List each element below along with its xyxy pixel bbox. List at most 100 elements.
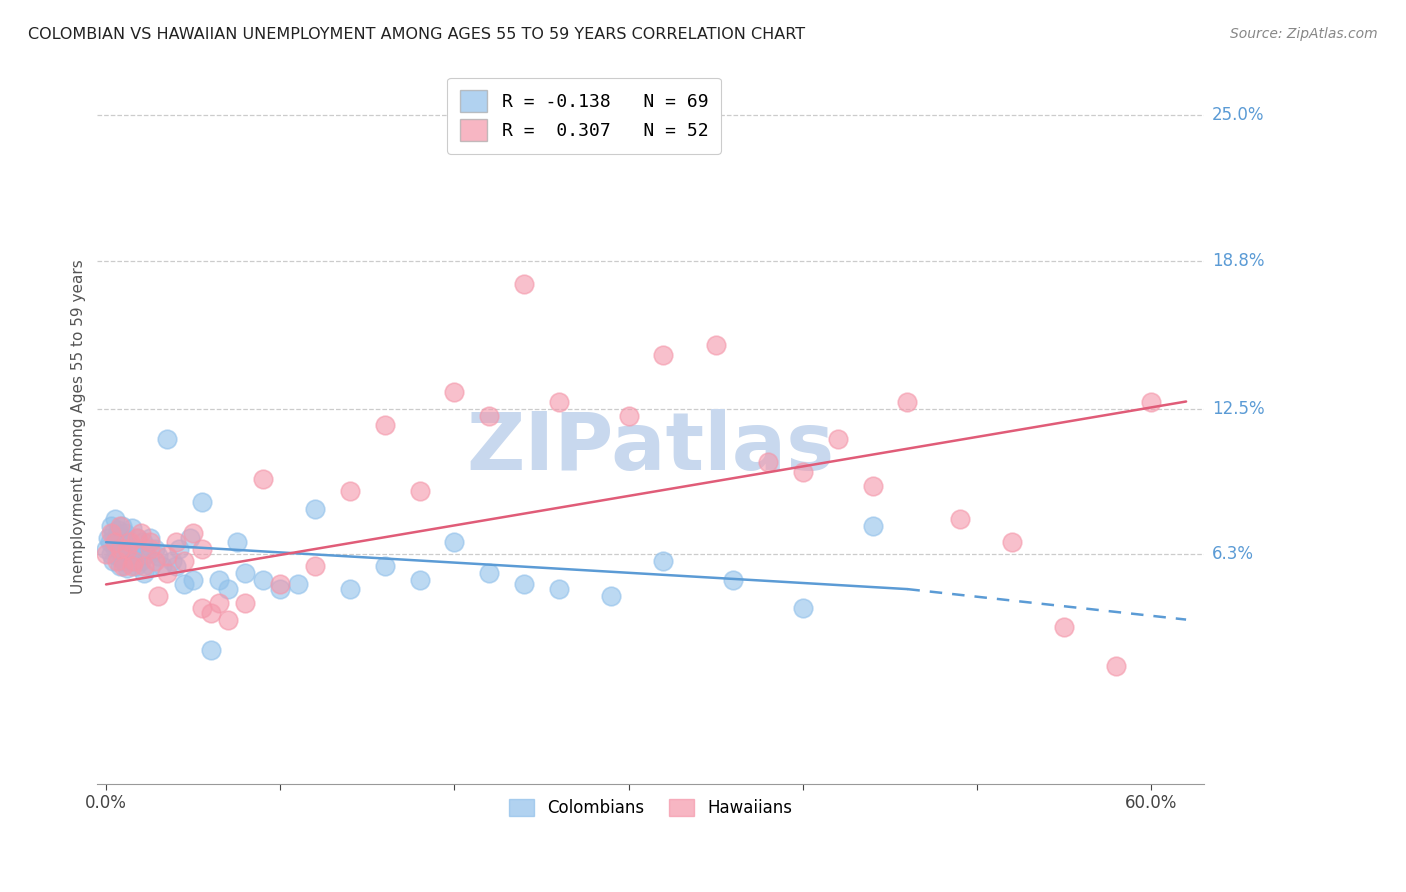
Point <box>756 455 779 469</box>
Point <box>208 573 231 587</box>
Point <box>134 558 156 573</box>
Point <box>548 394 571 409</box>
Point <box>173 577 195 591</box>
Point <box>104 542 127 557</box>
Point <box>408 483 430 498</box>
Point <box>181 525 204 540</box>
Point <box>443 385 465 400</box>
Point <box>108 558 131 573</box>
Point <box>94 547 117 561</box>
Point <box>167 542 190 557</box>
Point <box>121 521 143 535</box>
Point <box>101 554 124 568</box>
Point <box>191 542 214 557</box>
Point <box>443 535 465 549</box>
Point <box>104 512 127 526</box>
Point <box>141 558 163 573</box>
Point <box>114 525 136 540</box>
Point <box>548 582 571 596</box>
Legend: Colombians, Hawaiians: Colombians, Hawaiians <box>501 790 800 825</box>
Point <box>143 554 166 568</box>
Point <box>108 533 131 547</box>
Point <box>129 554 152 568</box>
Point <box>97 531 120 545</box>
Point <box>100 547 122 561</box>
Text: 18.8%: 18.8% <box>1212 252 1264 269</box>
Point <box>225 535 247 549</box>
Point <box>173 554 195 568</box>
Point <box>108 542 131 557</box>
Point <box>112 554 135 568</box>
Point <box>148 589 170 603</box>
Point <box>138 542 160 557</box>
Point <box>862 518 884 533</box>
Point <box>287 577 309 591</box>
Point <box>792 600 814 615</box>
Point <box>896 394 918 409</box>
Point <box>115 561 138 575</box>
Point <box>115 542 138 557</box>
Point <box>269 577 291 591</box>
Point <box>129 525 152 540</box>
Point <box>112 531 135 545</box>
Point <box>127 531 149 545</box>
Point <box>100 525 122 540</box>
Point <box>112 558 135 573</box>
Point <box>121 554 143 568</box>
Point <box>128 544 150 558</box>
Point <box>339 483 361 498</box>
Point <box>208 596 231 610</box>
Text: ZIPatlas: ZIPatlas <box>467 409 835 486</box>
Point <box>108 518 131 533</box>
Point <box>101 525 124 540</box>
Point <box>374 417 396 432</box>
Point <box>138 535 160 549</box>
Point <box>617 409 640 423</box>
Point <box>217 582 239 596</box>
Point <box>269 582 291 596</box>
Point <box>94 542 117 557</box>
Point <box>131 535 153 549</box>
Text: 25.0%: 25.0% <box>1212 106 1264 124</box>
Point <box>127 531 149 545</box>
Point <box>105 554 128 568</box>
Point <box>513 277 536 292</box>
Point <box>862 479 884 493</box>
Point <box>1053 619 1076 633</box>
Point <box>156 432 179 446</box>
Point <box>1105 659 1128 673</box>
Point <box>374 558 396 573</box>
Point <box>181 573 204 587</box>
Point <box>122 554 145 568</box>
Point <box>478 409 501 423</box>
Text: Source: ZipAtlas.com: Source: ZipAtlas.com <box>1230 27 1378 41</box>
Point <box>513 577 536 591</box>
Point <box>162 554 184 568</box>
Point <box>100 518 122 533</box>
Point <box>217 613 239 627</box>
Point <box>138 531 160 545</box>
Point <box>235 566 257 580</box>
Point <box>252 573 274 587</box>
Point <box>98 535 121 549</box>
Point <box>721 573 744 587</box>
Point <box>235 596 257 610</box>
Point <box>118 540 141 554</box>
Point <box>652 348 675 362</box>
Point <box>339 582 361 596</box>
Point <box>143 542 166 557</box>
Point <box>111 518 134 533</box>
Point <box>121 558 143 573</box>
Point <box>827 432 849 446</box>
Point <box>111 544 134 558</box>
Point <box>150 558 173 573</box>
Text: 6.3%: 6.3% <box>1212 545 1254 563</box>
Point <box>949 512 972 526</box>
Point <box>1140 394 1163 409</box>
Point <box>134 566 156 580</box>
Point <box>408 573 430 587</box>
Point <box>115 535 138 549</box>
Point <box>304 502 326 516</box>
Point <box>156 549 179 564</box>
Point <box>156 566 179 580</box>
